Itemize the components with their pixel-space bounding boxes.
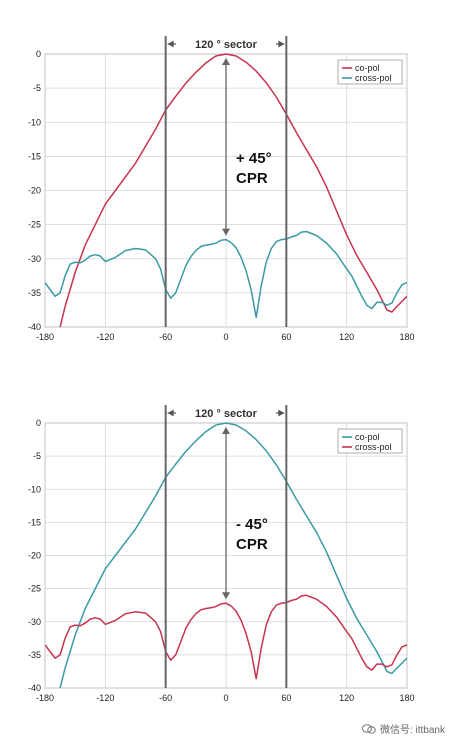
series-line-cross-pol xyxy=(45,594,407,680)
series-line-co-pol xyxy=(59,53,407,327)
y-tick-label: -30 xyxy=(28,617,41,627)
wechat-logo-icon xyxy=(361,723,376,734)
x-tick-label: -120 xyxy=(96,332,114,342)
chart-plus45: 0 -5 -10 -15 -20 -25 -30 -35 -40-180 -120 -60 0 60 12… xyxy=(28,36,415,342)
cpr-arrowhead-top xyxy=(222,427,230,434)
y-tick-label: -35 xyxy=(28,650,41,660)
legend-label-cross-pol: cross-pol xyxy=(355,442,392,452)
chart-minus45: 0 -5 -10 -15 -20 -25 -30 -35 -40-180 -120 -60 0 60 12… xyxy=(28,405,415,703)
x-tick-label: 0 xyxy=(223,693,228,703)
x-tick-label: -180 xyxy=(36,332,54,342)
cpr-annotation-polarization: - 45° xyxy=(236,516,268,533)
y-tick-label: 0 xyxy=(36,418,41,428)
y-tick-label: -10 xyxy=(28,117,41,127)
y-tick-label: 0 xyxy=(36,49,41,59)
legend-box xyxy=(337,428,403,454)
series-line-cross-pol xyxy=(45,230,407,319)
x-tick-label: 180 xyxy=(399,332,414,342)
y-tick-label: -25 xyxy=(28,584,41,594)
x-tick-label: 120 xyxy=(339,693,354,703)
cpr-annotation-polarization: + 45° xyxy=(236,150,272,167)
sector-arrowhead-right xyxy=(278,40,285,48)
legend-label-cross-pol: cross-pol xyxy=(355,73,392,83)
legend-label-co-pol: co-pol xyxy=(355,63,380,73)
x-tick-label: 120 xyxy=(339,332,354,342)
legend-box xyxy=(337,59,403,85)
x-tick-label: -60 xyxy=(159,332,172,342)
y-tick-label: -5 xyxy=(33,83,41,93)
y-tick-label: -25 xyxy=(28,220,41,230)
sector-label: 120 ° sector xyxy=(195,39,258,51)
sector-label: 120 ° sector xyxy=(195,408,258,420)
x-tick-label: 60 xyxy=(281,693,291,703)
x-tick-label: -60 xyxy=(159,693,172,703)
legend-label-co-pol: co-pol xyxy=(355,432,380,442)
series-line-co-pol xyxy=(59,422,407,688)
y-tick-label: -15 xyxy=(28,151,41,161)
y-tick-label: -15 xyxy=(28,517,41,527)
y-tick-label: -40 xyxy=(28,322,41,332)
x-tick-label: 60 xyxy=(281,332,291,342)
y-tick-label: -20 xyxy=(28,551,41,561)
cpr-arrowhead-bottom xyxy=(222,592,230,600)
y-tick-label: -35 xyxy=(28,288,41,298)
y-tick-label: -30 xyxy=(28,254,41,264)
cpr-arrowhead-top xyxy=(222,58,230,65)
cpr-arrowhead-bottom xyxy=(222,228,230,236)
y-tick-label: -40 xyxy=(28,683,41,693)
cpr-annotation-label: CPR xyxy=(236,536,268,553)
x-tick-label: 0 xyxy=(223,332,228,342)
x-tick-label: -120 xyxy=(96,693,114,703)
watermark: 微信号: ittbank xyxy=(361,721,445,736)
x-tick-label: 180 xyxy=(399,693,414,703)
y-tick-label: -20 xyxy=(28,186,41,196)
x-tick-label: -180 xyxy=(36,693,54,703)
sector-arrowhead-right xyxy=(278,409,285,417)
sector-arrowhead-left xyxy=(167,40,174,48)
watermark-text: 微信号: ittbank xyxy=(379,725,445,736)
sector-arrowhead-left xyxy=(167,409,174,417)
cpr-annotation-label: CPR xyxy=(236,170,268,187)
y-tick-label: -10 xyxy=(28,484,41,494)
y-tick-label: -5 xyxy=(33,451,41,461)
